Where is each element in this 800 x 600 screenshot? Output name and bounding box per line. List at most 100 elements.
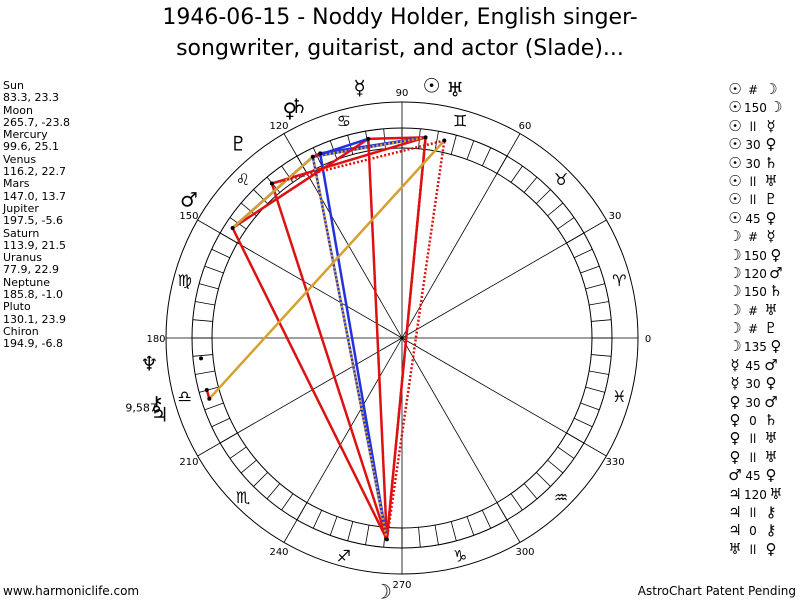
zodiac-capricorn-icon: ♑ bbox=[453, 546, 467, 565]
aspect-line bbox=[385, 140, 446, 540]
planet-glyph-icon: ♀ bbox=[765, 374, 777, 393]
degree-tick bbox=[466, 516, 475, 536]
aspect-symbol: ll bbox=[749, 193, 757, 208]
degree-tick bbox=[523, 483, 538, 500]
aspect-symbol: # bbox=[747, 303, 759, 318]
aspect-symbol: 150 bbox=[744, 248, 767, 263]
aspect-row: ☿ 45 ♂ bbox=[726, 356, 800, 374]
degree-tick bbox=[580, 402, 600, 411]
planet-glyph-icon: ♅ bbox=[764, 447, 778, 466]
planet-glyph-icon: ☉ bbox=[728, 98, 742, 117]
aspect-line bbox=[231, 227, 388, 540]
degree-label: 120 bbox=[269, 121, 288, 132]
aspect-line bbox=[271, 136, 426, 185]
chart-title-line1: 1946-06-15 - Noddy Holder, English singe… bbox=[162, 5, 638, 30]
aspect-row: ☽ 150 ♀ bbox=[726, 246, 800, 264]
planet-values-venus: 116.2, 22.7 bbox=[3, 165, 66, 179]
degree-label: 30 bbox=[609, 211, 622, 222]
aspect-row: ☽ 120 ♂ bbox=[726, 264, 800, 282]
planet-marker bbox=[310, 154, 315, 159]
degree-label: 330 bbox=[605, 457, 624, 468]
degree-tick bbox=[547, 202, 564, 217]
aspect-line bbox=[231, 137, 369, 230]
zodiac-aries-icon: ♈ bbox=[612, 271, 626, 290]
zodiac-pisces-icon: ♓ bbox=[612, 387, 626, 406]
aspect-row: ☉ 45 ♀ bbox=[726, 209, 800, 227]
planet-marker bbox=[442, 138, 447, 143]
aspect-symbol: 45 bbox=[745, 211, 761, 226]
aspect-symbol: 30 bbox=[745, 395, 761, 410]
planet-name-chiron: Chiron bbox=[3, 324, 39, 338]
degree-tick bbox=[199, 386, 219, 393]
planet-glyph-icon: ♅ bbox=[764, 171, 778, 190]
aspect-row: ☽ 135 ♀ bbox=[726, 337, 800, 355]
degree-tick bbox=[204, 402, 224, 411]
aspect-symbol: ll bbox=[749, 432, 757, 447]
planet-glyph-icon: ☽ bbox=[728, 300, 742, 319]
planet-marker bbox=[318, 151, 323, 156]
aspect-symbol: # bbox=[747, 322, 759, 337]
planet-glyph-icon: ☿ bbox=[730, 374, 740, 393]
aspect-list: ☉ # ☽ ☉ 150 ☽ ☉ ll ☿ ☉ 30 ♀ ☉ 30 ♄ ☉ ll ♅ ☉ ll ♇ ☉ 45 ♀ ☽ # ☿ ☽ 150 ♀… bbox=[726, 80, 800, 558]
planet-name-uranus: Uranus bbox=[3, 251, 42, 265]
planet-glyph-icon: ⚷ bbox=[765, 502, 777, 521]
aspect-row: ♀ 30 ♂ bbox=[726, 393, 800, 411]
aspect-symbol: ll bbox=[749, 174, 757, 189]
planet-glyph-icon: ☉ bbox=[728, 171, 742, 190]
degree-tick bbox=[204, 265, 224, 274]
planet-name-neptune: Neptune bbox=[3, 275, 51, 289]
aspect-row: ♅ ll ♀ bbox=[726, 540, 800, 558]
planet-name-moon: Moon bbox=[3, 103, 33, 117]
degree-tick bbox=[281, 493, 294, 511]
degree-tick bbox=[510, 493, 523, 511]
planet-glyph-icon: ☽ bbox=[728, 227, 742, 246]
degree-label: 150 bbox=[179, 211, 198, 222]
planet-glyph-icon: ☉ bbox=[728, 135, 742, 154]
planet-glyph-icon: ♄ bbox=[769, 282, 783, 301]
aspect-line bbox=[311, 156, 389, 540]
website-link[interactable]: www.harmoniclife.com bbox=[3, 584, 140, 598]
aspect-symbol: 120 bbox=[744, 487, 767, 502]
degree-tick bbox=[591, 354, 612, 357]
planet-name-venus: Venus bbox=[3, 152, 37, 166]
degree-label: 180 bbox=[146, 334, 165, 345]
planet-glyph-icon: ☽ bbox=[728, 263, 742, 282]
aspect-row: ♃ 120 ♅ bbox=[726, 485, 800, 503]
planet-glyph-icon: ☉ bbox=[728, 116, 742, 135]
aspect-row: ☉ ll ☿ bbox=[726, 117, 800, 135]
degree-tick bbox=[481, 147, 492, 166]
aspect-row: ♂ 45 ♀ bbox=[726, 466, 800, 484]
aspect-symbol: 120 bbox=[744, 266, 767, 281]
aspect-row: ♀ ll ♅ bbox=[726, 448, 800, 466]
degree-label: 300 bbox=[515, 547, 534, 558]
planet-glyph-icon: ⚷ bbox=[765, 521, 777, 540]
degree-tick bbox=[481, 510, 492, 529]
planet-glyph-icon: ♀ bbox=[729, 411, 741, 430]
planet-glyph-icon: ♇ bbox=[764, 319, 778, 338]
aspect-row: ☽ # ♇ bbox=[726, 319, 800, 337]
degree-label: 270 bbox=[392, 580, 411, 591]
zodiac-scorpio-icon: ♏ bbox=[236, 488, 250, 507]
planet-venus-icon: ♀ bbox=[283, 98, 298, 122]
planet-values-pluto: 130.1, 23.9 bbox=[3, 312, 66, 326]
planet-glyph-icon: ☿ bbox=[766, 116, 776, 135]
degree-tick bbox=[240, 459, 257, 474]
planet-sun-icon: ☉ bbox=[423, 74, 441, 98]
planet-glyph-icon: ♀ bbox=[770, 245, 782, 264]
planet-glyph-icon: ♅ bbox=[769, 484, 783, 503]
degree-label: 210 bbox=[179, 457, 198, 468]
planet-name-pluto: Pluto bbox=[3, 300, 31, 314]
planet-marker bbox=[204, 387, 209, 392]
zodiac-virgo-icon: ♍ bbox=[177, 271, 191, 290]
aspect-symbol: 0 bbox=[749, 414, 757, 429]
zodiac-cancer-icon: ♋ bbox=[337, 112, 351, 131]
aspect-row: ♀ ll ♅ bbox=[726, 429, 800, 447]
aspect-row: ♃ ll ⚷ bbox=[726, 503, 800, 521]
degree-tick bbox=[591, 319, 612, 322]
planet-glyph-icon: ♅ bbox=[764, 300, 778, 319]
planet-glyph-icon: ♃ bbox=[728, 484, 742, 503]
degree-tick bbox=[418, 527, 421, 548]
planet-glyph-icon: ♀ bbox=[729, 447, 741, 466]
planet-name-mars: Mars bbox=[3, 177, 30, 191]
